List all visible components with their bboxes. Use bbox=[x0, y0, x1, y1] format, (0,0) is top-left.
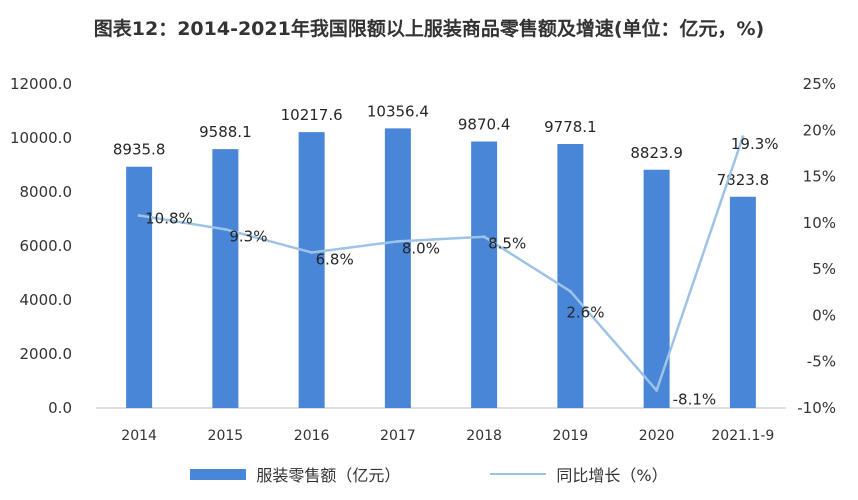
growth-point bbox=[741, 135, 745, 139]
legend-swatch-bar bbox=[190, 468, 247, 480]
bar-value-label: 9778.1 bbox=[544, 118, 597, 136]
right-axis-tick-label: 5% bbox=[812, 260, 836, 278]
legend-item-sales: 服装零售额（亿元） bbox=[190, 462, 400, 486]
growth-point bbox=[655, 388, 659, 392]
growth-point bbox=[310, 250, 314, 254]
right-axis-tick-label: 15% bbox=[803, 168, 836, 186]
bar-value-label: 7823.8 bbox=[717, 171, 770, 189]
growth-value-label: -8.1% bbox=[673, 390, 717, 408]
growth-point bbox=[223, 227, 227, 231]
chart-title: 图表12：2014-2021年我国限额以上服装商品零售额及增速(单位：亿元，%) bbox=[93, 18, 765, 40]
growth-value-label: 6.8% bbox=[316, 250, 354, 268]
growth-point bbox=[396, 239, 400, 243]
left-axis-tick-label: 8000.0 bbox=[20, 183, 73, 201]
growth-value-label: 9.3% bbox=[229, 227, 267, 245]
bar-value-label: 10217.6 bbox=[281, 106, 343, 124]
growth-value-label: 8.5% bbox=[488, 235, 526, 253]
bar-value-label: 10356.4 bbox=[367, 102, 429, 120]
right-axis-tick-label: 0% bbox=[812, 306, 836, 324]
x-axis-tick-label: 2021.1-9 bbox=[711, 428, 774, 444]
x-axis-tick-label: 2014 bbox=[121, 428, 157, 444]
left-axis-tick-label: 6000.0 bbox=[20, 237, 73, 255]
left-axis-tick-label: 2000.0 bbox=[20, 345, 73, 363]
growth-point bbox=[482, 235, 486, 239]
right-axis-tick-label: 20% bbox=[803, 121, 836, 139]
bar-value-label: 9870.4 bbox=[458, 115, 511, 133]
growth-value-label: 2.6% bbox=[566, 303, 604, 321]
x-axis-tick-label: 2019 bbox=[553, 428, 589, 444]
left-axis-tick-label: 4000.0 bbox=[20, 291, 73, 309]
bar bbox=[298, 132, 325, 408]
x-axis-tick-label: 2015 bbox=[208, 428, 244, 444]
growth-value-label: 10.8% bbox=[145, 209, 193, 227]
x-axis-tick-label: 2016 bbox=[294, 428, 330, 444]
bar bbox=[557, 143, 584, 408]
left-axis-tick-label: 10000.0 bbox=[10, 129, 72, 147]
bar bbox=[729, 196, 756, 408]
growth-value-label: 19.3% bbox=[731, 135, 779, 153]
x-axis-tick-label: 2018 bbox=[466, 428, 502, 444]
legend-label-growth: 同比增长（%） bbox=[556, 466, 668, 485]
x-axis-tick-label: 2017 bbox=[380, 428, 416, 444]
legend-label-sales: 服装零售额（亿元） bbox=[256, 466, 401, 485]
right-axis-tick-label: 10% bbox=[803, 214, 836, 232]
legend: 服装零售额（亿元） 同比增长（%） bbox=[0, 462, 858, 486]
bar bbox=[643, 169, 670, 408]
bar-value-label: 8823.9 bbox=[630, 144, 683, 162]
legend-swatch-line bbox=[490, 473, 547, 475]
right-axis-tick-label: -5% bbox=[807, 353, 836, 371]
growth-value-label: 8.0% bbox=[402, 239, 440, 257]
bar-value-label: 8935.8 bbox=[113, 141, 166, 159]
bar-value-label: 9588.1 bbox=[199, 123, 252, 141]
growth-line bbox=[138, 136, 745, 392]
right-axis-tick-label: 25% bbox=[803, 75, 836, 93]
right-axis-tick-label: -10% bbox=[797, 399, 836, 417]
legend-item-growth: 同比增长（%） bbox=[490, 462, 668, 486]
growth-point bbox=[568, 289, 572, 293]
bar bbox=[384, 128, 411, 408]
bar bbox=[126, 166, 153, 408]
x-axis-tick-label: 2020 bbox=[639, 428, 675, 444]
left-axis-tick-label: 0.0 bbox=[48, 399, 72, 417]
bar bbox=[212, 149, 239, 408]
growth-point bbox=[137, 213, 141, 217]
bar bbox=[471, 141, 498, 408]
left-axis-tick-label: 12000.0 bbox=[10, 75, 72, 93]
